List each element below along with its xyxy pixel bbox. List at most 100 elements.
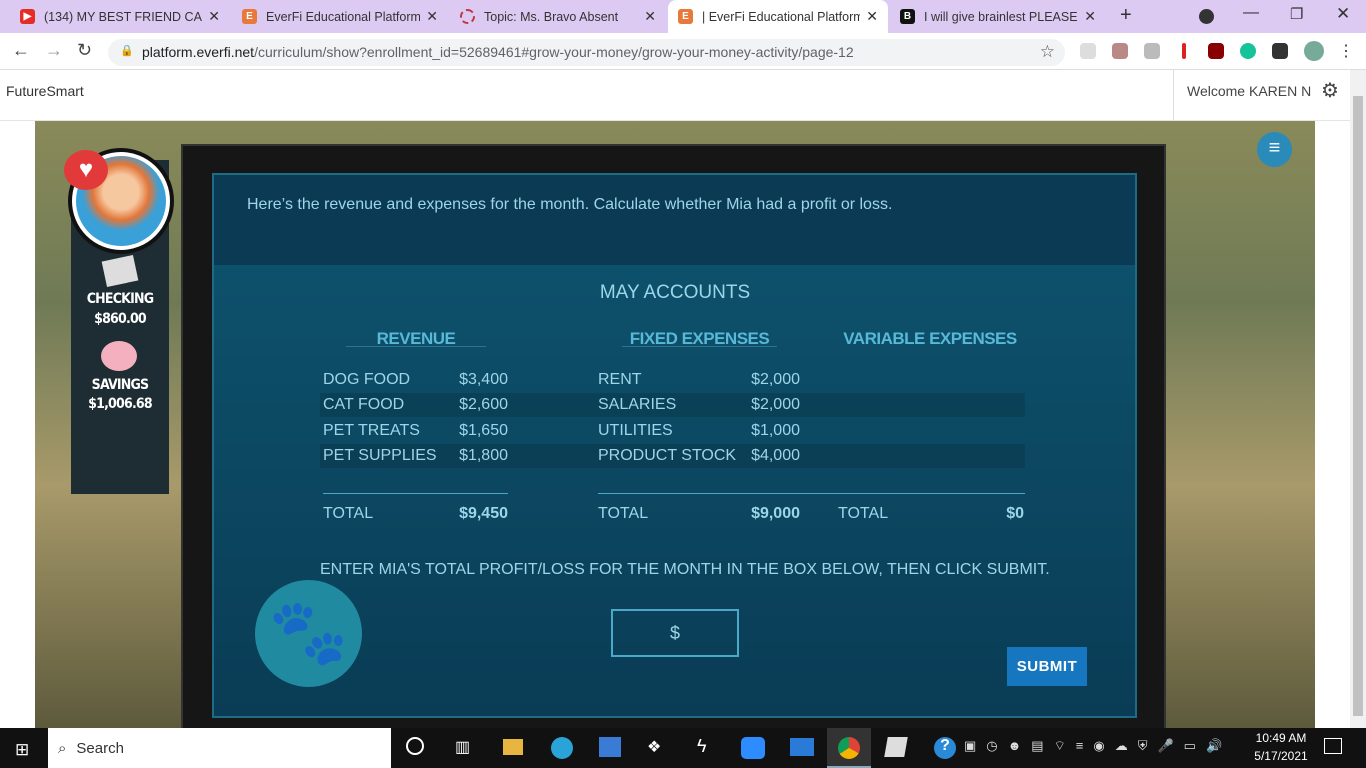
tab-title: EverFi Educational Platform (266, 9, 421, 24)
url-path: /curriculum/show?enrollment_id=52689461#… (254, 44, 854, 60)
fixed-item-amount: $2,000 (751, 396, 800, 413)
taskbar-search[interactable]: ⌕ Search (48, 728, 391, 768)
welcome-text: Welcome KAREN N (1187, 83, 1312, 99)
revenue-item-amount: $1,800 (459, 447, 508, 464)
brainly-icon: B (900, 9, 915, 24)
fixed-total-label: TOTAL (598, 505, 649, 522)
tab-brainly[interactable]: B I will give brainlest PLEASE H ✕ (890, 0, 1106, 33)
fixed-item-label: PRODUCT STOCK (598, 447, 737, 464)
prompt-text: ENTER MIA'S TOTAL PROFIT/LOSS FOR THE MO… (320, 561, 1050, 578)
close-icon[interactable]: ✕ (426, 8, 438, 24)
url-host: platform.everfi.net (142, 44, 255, 60)
ublock-icon[interactable] (1208, 43, 1224, 59)
variable-total: $0 (1006, 505, 1024, 522)
everfi-icon: E (242, 9, 257, 24)
hamburger-menu-icon[interactable]: ≡ (1257, 132, 1292, 167)
minimize-button[interactable]: — (1243, 4, 1259, 21)
tab-title: Topic: Ms. Bravo Absent (484, 9, 619, 24)
mail-icon[interactable] (790, 738, 814, 756)
fixed-item-amount: $2,000 (751, 371, 800, 388)
back-button[interactable]: ← (12, 40, 30, 60)
dropbox-icon[interactable]: ❖ (647, 739, 662, 756)
store-icon[interactable] (599, 737, 621, 757)
windows-start-icon[interactable]: ⊞ (15, 740, 30, 759)
fixed-total: $9,000 (751, 505, 800, 522)
revenue-item-label: CAT FOOD (323, 396, 405, 413)
fixed-expenses-header: FIXED EXPENSES (629, 329, 770, 348)
tab-search-icon[interactable] (1199, 9, 1214, 24)
revenue-item-label: PET SUPPLIES (323, 447, 437, 464)
youtube-icon: ▶ (20, 9, 35, 24)
gear-icon[interactable]: ⚙ (1321, 80, 1339, 102)
piggy-bank-icon (101, 341, 137, 371)
tab-bar: ▶ (134) MY BEST FRIEND CAUG ✕ E EverFi Educ… (0, 0, 1366, 33)
variable-total-label: TOTAL (838, 505, 889, 522)
revenue-total: $9,450 (459, 505, 508, 522)
close-icon[interactable]: ✕ (644, 8, 656, 24)
close-icon[interactable]: ✕ (1084, 8, 1096, 24)
reload-button[interactable]: ↻ (77, 40, 93, 60)
revenue-total-label: TOTAL (323, 505, 374, 522)
cortana-icon[interactable] (406, 737, 424, 755)
new-tab-button[interactable]: + (1120, 4, 1132, 26)
revenue-item-amount: $3,400 (459, 371, 508, 388)
tab-everfi-active[interactable]: E | EverFi Educational Platform ✕ (668, 0, 888, 33)
scrollbar[interactable] (1350, 70, 1366, 728)
extension-icon[interactable] (1144, 43, 1160, 59)
notifications-icon[interactable] (1324, 738, 1342, 754)
close-icon[interactable]: ✕ (208, 8, 220, 24)
edge-icon[interactable] (551, 737, 573, 759)
savings-value: $1,006.68 (88, 396, 153, 412)
clock-time[interactable]: 10:49 AM (1255, 731, 1307, 745)
fixed-item-label: RENT (598, 371, 642, 388)
close-icon[interactable]: ✕ (866, 8, 878, 24)
extension-s-icon[interactable] (1080, 43, 1096, 59)
tab-topic[interactable]: Topic: Ms. Bravo Absent ✕ (450, 0, 666, 33)
accounts-title: MAY ACCOUNTS (599, 282, 751, 303)
futuresmart-logo: FutureSmart (6, 83, 84, 99)
heart-icon: ♥ (64, 150, 108, 190)
extension-icon[interactable] (1182, 43, 1186, 59)
fixed-item-label: SALARIES (598, 396, 677, 413)
dollar-prefix: $ (669, 622, 680, 643)
instruction-band (214, 175, 1135, 265)
app-icon[interactable]: ϟ (697, 736, 707, 756)
revenue-item-label: PET TREATS (323, 422, 420, 439)
help-icon[interactable]: ? (934, 737, 956, 759)
savings-label: SAVINGS (91, 377, 149, 393)
checking-value: $860.00 (94, 311, 147, 327)
lock-icon: 🔒 (120, 45, 134, 57)
tab-title: (134) MY BEST FRIEND CAUG (44, 9, 202, 24)
everfi-icon: E (678, 9, 693, 24)
menu-kebab-icon[interactable]: ⋮ (1338, 43, 1354, 60)
search-placeholder: Search (76, 739, 124, 757)
fixed-item-label: UTILITIES (598, 422, 673, 439)
revenue-item-label: DOG FOOD (323, 371, 411, 388)
file-explorer-icon[interactable] (503, 739, 523, 755)
fixed-item-amount: $1,000 (751, 422, 800, 439)
chrome-icon[interactable] (827, 728, 871, 768)
star-icon[interactable]: ☆ (1039, 42, 1055, 61)
zoom-icon[interactable] (741, 737, 765, 759)
grammarly-icon[interactable] (1240, 43, 1256, 59)
instruction-text: Here’s the revenue and expenses for the … (247, 196, 893, 213)
forward-button[interactable]: → (45, 40, 63, 60)
profile-avatar[interactable] (1304, 41, 1324, 61)
tab-youtube[interactable]: ▶ (134) MY BEST FRIEND CAUG ✕ (10, 0, 230, 33)
tab-everfi[interactable]: E EverFi Educational Platform ✕ (232, 0, 448, 33)
revenue-item-amount: $1,650 (459, 422, 508, 439)
profit-loss-input[interactable]: $ (611, 609, 739, 657)
extensions-puzzle-icon[interactable] (1272, 43, 1288, 59)
close-window-button[interactable]: ✕ (1336, 4, 1351, 23)
variable-expenses-header: VARIABLE EXPENSES (843, 329, 1017, 348)
clock-date[interactable]: 5/17/2021 (1254, 749, 1308, 763)
system-tray-icons[interactable]: ▣◷☻▤⌔≡◉☁⛨🎤▭🔊 (964, 738, 1233, 753)
restore-button[interactable]: ❐ (1290, 6, 1304, 23)
task-view-icon[interactable]: ▥ (455, 739, 471, 756)
roblox-icon[interactable] (884, 737, 908, 757)
tab-title: I will give brainlest PLEASE H (924, 9, 1079, 24)
extension-icon[interactable] (1112, 43, 1128, 59)
paw-icon: 🐾 (255, 580, 362, 687)
address-bar[interactable]: 🔒 platform.everfi.net/curriculum/show?en… (108, 39, 1065, 66)
submit-button[interactable]: SUBMIT (1007, 647, 1087, 686)
